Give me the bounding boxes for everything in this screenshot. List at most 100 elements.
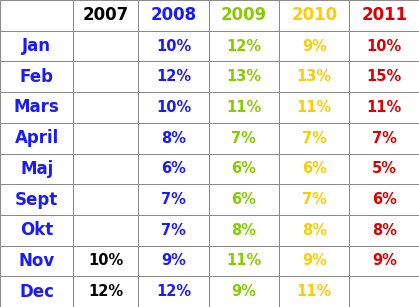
- Text: 6%: 6%: [302, 161, 327, 176]
- Bar: [209, 246, 279, 276]
- Text: 10%: 10%: [156, 100, 191, 115]
- Bar: [279, 0, 349, 31]
- Bar: [349, 31, 419, 61]
- Bar: [279, 154, 349, 184]
- Bar: [0, 0, 73, 31]
- Bar: [138, 31, 209, 61]
- Text: 7%: 7%: [161, 192, 186, 207]
- Bar: [73, 0, 138, 31]
- Bar: [209, 92, 279, 123]
- Bar: [209, 31, 279, 61]
- Text: 2010: 2010: [291, 6, 337, 24]
- Bar: [138, 61, 209, 92]
- Text: 11%: 11%: [226, 254, 261, 268]
- Bar: [0, 184, 73, 215]
- Text: 10%: 10%: [367, 39, 402, 53]
- Bar: [209, 123, 279, 154]
- Text: 8%: 8%: [231, 223, 256, 238]
- Text: 11%: 11%: [367, 100, 402, 115]
- Text: 2008: 2008: [150, 6, 197, 24]
- Bar: [209, 61, 279, 92]
- Text: 6%: 6%: [372, 192, 397, 207]
- Bar: [349, 61, 419, 92]
- Bar: [349, 92, 419, 123]
- Text: 9%: 9%: [302, 39, 327, 53]
- Text: 12%: 12%: [88, 284, 123, 299]
- Text: 2007: 2007: [83, 6, 129, 24]
- Text: Dec: Dec: [19, 283, 54, 301]
- Text: Jan: Jan: [22, 37, 51, 55]
- Bar: [73, 61, 138, 92]
- Text: 7%: 7%: [302, 131, 327, 146]
- Bar: [0, 276, 73, 307]
- Bar: [209, 184, 279, 215]
- Text: 10%: 10%: [88, 254, 124, 268]
- Bar: [73, 215, 138, 246]
- Bar: [349, 215, 419, 246]
- Text: Maj: Maj: [20, 160, 53, 178]
- Text: 2011: 2011: [361, 6, 407, 24]
- Bar: [349, 246, 419, 276]
- Bar: [279, 92, 349, 123]
- Bar: [73, 92, 138, 123]
- Bar: [0, 31, 73, 61]
- Text: 12%: 12%: [156, 284, 191, 299]
- Text: April: April: [15, 129, 59, 147]
- Text: 7%: 7%: [161, 223, 186, 238]
- Text: 7%: 7%: [302, 192, 327, 207]
- Bar: [279, 276, 349, 307]
- Text: 15%: 15%: [367, 69, 402, 84]
- Bar: [209, 276, 279, 307]
- Bar: [138, 184, 209, 215]
- Bar: [138, 0, 209, 31]
- Text: 8%: 8%: [302, 223, 327, 238]
- Text: 9%: 9%: [231, 284, 256, 299]
- Bar: [209, 215, 279, 246]
- Text: Nov: Nov: [18, 252, 55, 270]
- Text: 9%: 9%: [372, 254, 397, 268]
- Bar: [279, 184, 349, 215]
- Bar: [279, 61, 349, 92]
- Text: 10%: 10%: [156, 39, 191, 53]
- Text: 2009: 2009: [221, 6, 267, 24]
- Bar: [138, 123, 209, 154]
- Bar: [0, 246, 73, 276]
- Bar: [73, 246, 138, 276]
- Text: 11%: 11%: [297, 100, 332, 115]
- Text: Okt: Okt: [20, 221, 53, 239]
- Text: 12%: 12%: [156, 69, 191, 84]
- Text: 8%: 8%: [161, 131, 186, 146]
- Text: 6%: 6%: [161, 161, 186, 176]
- Bar: [73, 276, 138, 307]
- Text: 13%: 13%: [297, 69, 332, 84]
- Bar: [349, 123, 419, 154]
- Text: 7%: 7%: [231, 131, 256, 146]
- Text: Mars: Mars: [14, 99, 59, 116]
- Bar: [0, 123, 73, 154]
- Bar: [138, 154, 209, 184]
- Bar: [0, 154, 73, 184]
- Bar: [73, 123, 138, 154]
- Bar: [138, 246, 209, 276]
- Bar: [279, 215, 349, 246]
- Text: 9%: 9%: [161, 254, 186, 268]
- Text: 6%: 6%: [231, 161, 256, 176]
- Text: 13%: 13%: [226, 69, 261, 84]
- Bar: [209, 154, 279, 184]
- Bar: [0, 61, 73, 92]
- Bar: [209, 0, 279, 31]
- Text: Feb: Feb: [20, 68, 54, 86]
- Bar: [349, 276, 419, 307]
- Text: 11%: 11%: [226, 100, 261, 115]
- Bar: [138, 92, 209, 123]
- Text: 8%: 8%: [372, 223, 397, 238]
- Text: 11%: 11%: [297, 284, 332, 299]
- Bar: [73, 154, 138, 184]
- Bar: [73, 184, 138, 215]
- Text: 12%: 12%: [226, 39, 261, 53]
- Bar: [279, 246, 349, 276]
- Bar: [0, 92, 73, 123]
- Text: 7%: 7%: [372, 131, 397, 146]
- Text: 5%: 5%: [372, 161, 397, 176]
- Bar: [0, 215, 73, 246]
